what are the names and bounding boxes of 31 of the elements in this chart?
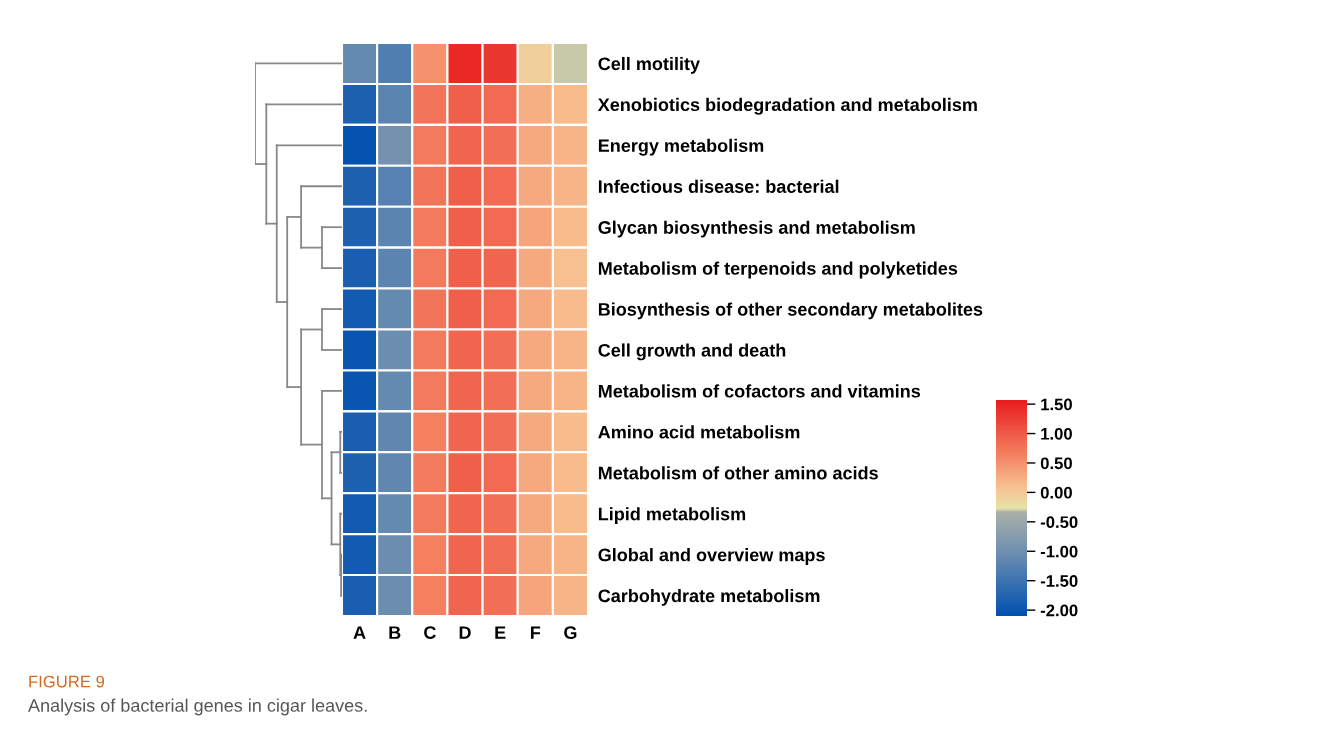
x-tick-label: A [353, 626, 366, 639]
y-tick-label: Lipid metabolism [598, 507, 746, 524]
color-bar-label: -0.50 [1040, 516, 1078, 529]
y-tick-label: Carbohydrate metabolism [598, 588, 820, 606]
x-tick-label: E [495, 626, 506, 639]
x-tick-label: F [530, 626, 541, 639]
y-tick-label: Biosynthesis of other secondary metabolites [598, 302, 983, 320]
color-bar-label: -1.50 [1040, 575, 1078, 587]
color-bar-label: 1.50 [1041, 398, 1072, 411]
color-bar-label: 0.50 [1040, 457, 1072, 470]
x-tick-label: B [389, 626, 401, 639]
x-tick-label: D [459, 626, 471, 639]
y-tick-label: Xenobiotics biodegradation and metabolism [597, 97, 977, 115]
color-bar-label: 0.00 [1040, 486, 1072, 499]
x-tick-label: C [424, 626, 436, 639]
y-tick-label: Metabolism of terpenoids and polyketides [598, 261, 958, 279]
y-tick-label: Glycan biosynthesis and metabolism [598, 220, 915, 238]
text: Analysis of bacterial genes in cigar leaves. [28, 698, 367, 716]
caption: FIGURE 9 [29, 675, 105, 688]
y-tick-label: Energy metabolism [598, 138, 764, 156]
y-tick-label: Metabolism of cofactors and vitamins [598, 384, 921, 398]
y-tick-label: Global and overview maps [598, 548, 825, 565]
x-tick-label: G [564, 626, 577, 639]
y-tick-label: Cell growth and death [598, 343, 786, 361]
y-tick-label: Cell motility [598, 56, 700, 74]
y-tick-label: Amino acid metabolism [598, 425, 800, 439]
color-bar-label: 1.00 [1041, 427, 1072, 440]
y-tick-label: Metabolism of other amino acids [598, 466, 878, 480]
color-bar-label: -1.00 [1040, 545, 1078, 558]
y-tick-label: Infectious disease: bacterial [598, 179, 839, 193]
color-bar-label: -2.00 [1040, 604, 1078, 617]
